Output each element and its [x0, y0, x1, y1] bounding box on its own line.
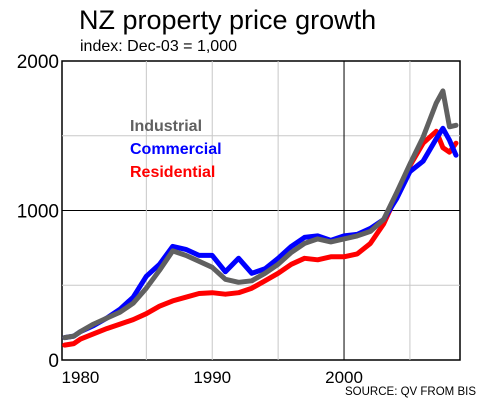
- series-line-residential: [62, 128, 459, 348]
- y-tick-label: 1000: [17, 202, 59, 223]
- x-tick-label: 1980: [62, 368, 100, 387]
- legend-commercial: Commercial: [130, 141, 222, 158]
- series-lines: [62, 88, 459, 348]
- series-line-industrial: [62, 88, 459, 341]
- legend-industrial: Industrial: [130, 118, 202, 135]
- legend-residential: Residential: [130, 164, 215, 181]
- x-tick-label: 1990: [193, 368, 231, 387]
- y-tick-label: 0: [48, 351, 59, 372]
- chart-subtitle: index: Dec-03 = 1,000: [80, 38, 237, 55]
- y-tick-label: 2000: [17, 52, 59, 73]
- source-note: SOURCE: QV FROM BIS: [345, 386, 476, 398]
- x-tick-label: 2000: [325, 368, 363, 387]
- series-line-commercial: [62, 125, 459, 341]
- chart-title: NZ property price growth: [79, 5, 376, 35]
- tick-labels: 0 1000 2000 1980 1990 2000: [17, 52, 363, 387]
- gridlines: [62, 61, 460, 360]
